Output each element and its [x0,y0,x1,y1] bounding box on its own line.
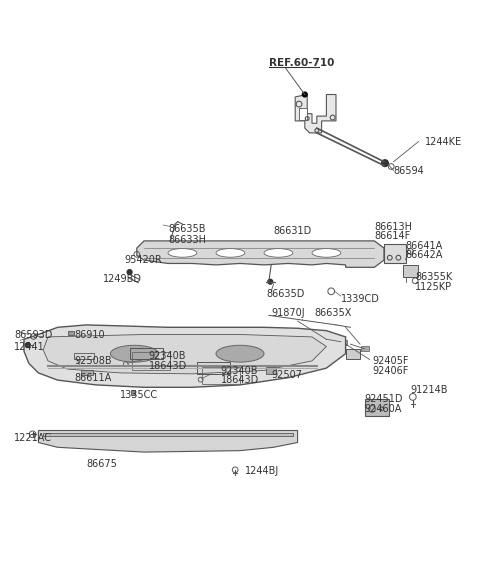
Text: 18643D: 18643D [221,375,259,385]
Text: 92451D: 92451D [365,394,403,405]
Ellipse shape [216,346,264,362]
Bar [346,349,360,359]
Bar [131,390,135,394]
Polygon shape [43,335,326,374]
Bar [68,331,74,335]
Text: 91214B: 91214B [410,384,448,395]
Text: 12441: 12441 [14,342,45,351]
Text: 86641A: 86641A [406,241,443,251]
Ellipse shape [312,249,341,257]
Ellipse shape [168,249,197,257]
Text: 1125KP: 1125KP [415,281,452,292]
Polygon shape [295,95,336,133]
Text: 1221AC: 1221AC [14,433,52,443]
Text: 92405F: 92405F [372,356,408,366]
Text: REF.60-710: REF.60-710 [269,58,334,68]
Ellipse shape [264,249,293,257]
Polygon shape [137,241,384,267]
Text: 92406F: 92406F [372,366,408,375]
Bar [299,108,307,120]
Text: 86633H: 86633H [168,235,206,245]
Text: 1244BJ: 1244BJ [245,466,279,476]
Polygon shape [38,430,298,452]
Text: 91870J: 91870J [271,308,305,318]
Bar [365,399,389,416]
Bar [74,353,94,359]
Bar [202,367,240,384]
Ellipse shape [216,249,245,257]
Text: 92507: 92507 [271,370,302,380]
Bar [403,265,418,277]
Circle shape [302,92,307,97]
Bar [197,362,230,374]
Text: 92340B: 92340B [221,366,258,375]
Circle shape [268,279,273,284]
Text: 86635D: 86635D [266,289,305,299]
Text: 1244KE: 1244KE [425,138,462,147]
Text: 86631D: 86631D [274,226,312,236]
Text: 86594: 86594 [394,166,424,176]
Bar [132,352,170,370]
Bar [384,244,406,264]
Polygon shape [24,325,346,387]
Bar [81,370,93,375]
Circle shape [382,160,388,167]
Bar [266,367,276,374]
Text: 86675: 86675 [86,459,117,469]
Text: 86613H: 86613H [374,222,412,231]
Ellipse shape [110,346,158,362]
Text: 86910: 86910 [74,329,105,339]
Text: 1249BD: 1249BD [103,274,142,284]
Text: 86611A: 86611A [74,372,112,383]
Bar [130,348,163,359]
Text: 86642A: 86642A [406,250,443,260]
Text: 86614F: 86614F [374,231,411,241]
Text: 86635X: 86635X [314,308,352,318]
Text: 92460A: 92460A [365,404,402,414]
Text: 1339CD: 1339CD [341,293,380,304]
Circle shape [127,270,132,274]
Text: 1335CC: 1335CC [120,390,158,399]
Text: 86593D: 86593D [14,329,53,339]
Polygon shape [43,433,293,436]
Text: 92508B: 92508B [74,356,112,366]
Bar [339,340,347,344]
Text: 92340B: 92340B [149,351,186,361]
Circle shape [25,343,30,347]
Text: 18643D: 18643D [149,360,187,371]
Text: 86355K: 86355K [415,272,453,282]
Text: 86635B: 86635B [168,224,205,234]
Bar [361,347,369,351]
Text: 95420R: 95420R [125,255,163,265]
